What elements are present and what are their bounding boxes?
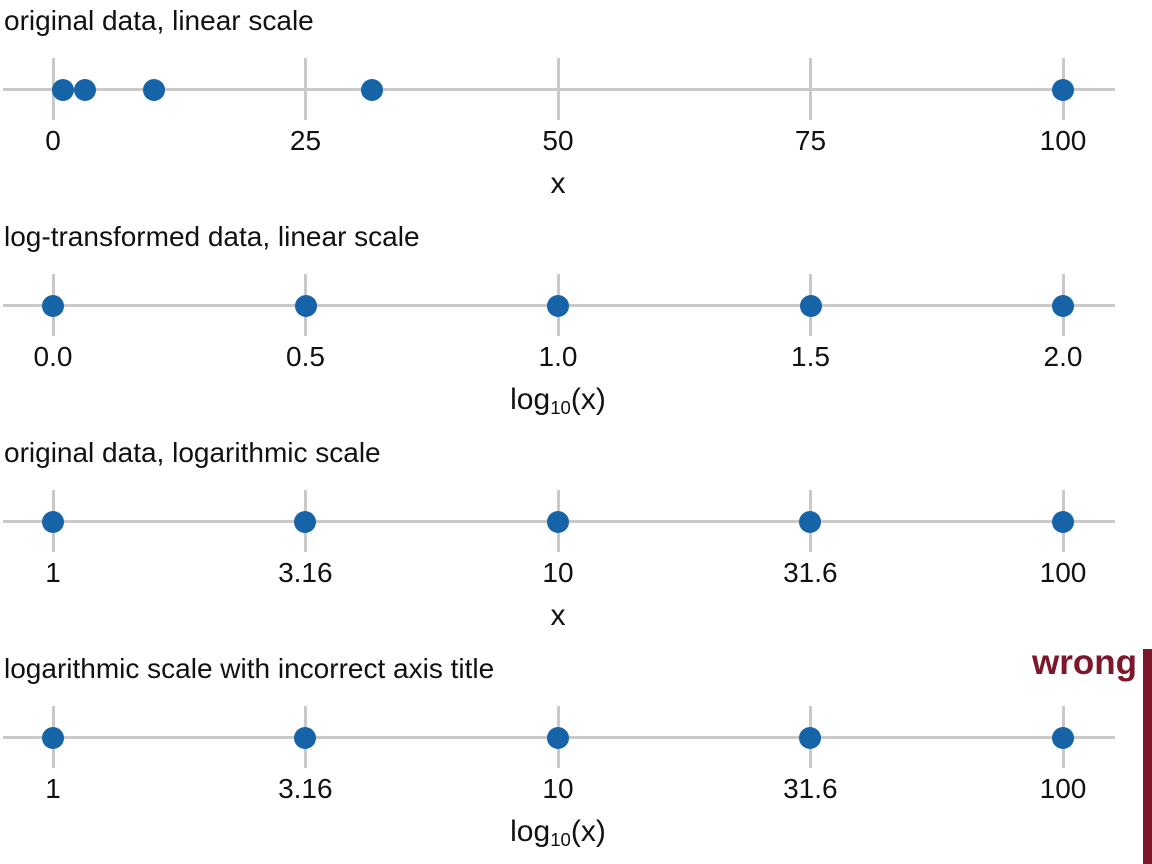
x-axis-title: log10(x) [53,814,1063,852]
data-point [42,295,64,317]
x-axis-title: x [53,166,1063,204]
tick-label: 3.16 [278,557,333,588]
tick-label: 10 [542,773,574,804]
data-point [143,79,165,101]
tick-label: 1 [45,773,61,804]
x-axis-line [3,88,1115,91]
panel-title: original data, logarithmic scale [4,437,381,468]
tick-label: 31.6 [783,773,838,804]
x-axis-title: x [53,598,1063,636]
wrong-marker-bar [1143,649,1152,864]
wrong-annotation-label: wrong [1032,643,1137,682]
axis-title-text: log [510,383,551,416]
data-point [42,727,64,749]
x-axis-title: log10(x) [53,382,1063,420]
tick-label: 0 [45,125,61,156]
axis-layer: 0.0 0.5 1.0 1.5 2.0 [0,216,1152,432]
panel-logtransformed-linear: 0.0 0.5 1.0 1.5 2.0 log-transformed data, li… [0,216,1152,432]
tick-label: 100 [1039,773,1087,804]
data-point [799,727,822,749]
axis-layer: 1 3.16 10 31.6 100 [0,432,1152,648]
tick-label: 2.0 [1043,341,1083,372]
axis-title-text: x [550,599,566,632]
axis-title-text: (x) [570,815,606,848]
axis-title-text: log [510,815,551,848]
tick-label: 0.5 [286,341,325,372]
data-point [361,79,384,101]
axis-layer: 0 25 50 75 100 [0,0,1152,216]
tick-label: 1 [45,557,61,588]
data-point [52,79,75,101]
tick-label: 1.0 [538,341,578,372]
tick-label: 25 [289,125,322,156]
axis-layer: 1 3.16 10 31.6 100 [0,648,1152,864]
data-point [1052,79,1074,101]
panel-original-log: 1 3.16 10 31.6 100 original data, logarithmi… [0,432,1152,648]
panel-original-linear: 0 25 50 75 100 original data, linear scale x [0,0,1152,216]
data-point [799,511,822,533]
panel-title: original data, linear scale [4,5,314,36]
data-point [547,727,569,749]
axis-title-text: x [550,167,566,200]
tick-label: 50 [542,125,574,156]
axis-title-text: (x) [570,383,606,416]
data-point [547,511,569,533]
data-point [1052,727,1074,749]
tick-label: 3.16 [278,773,333,804]
data-point [294,511,317,533]
data-point [42,511,64,533]
tick-label: 75 [794,125,827,156]
data-point [294,727,317,749]
panel-title: log-transformed data, linear scale [4,221,420,252]
data-point [73,79,96,101]
axis-title-subscript: 10 [550,829,571,851]
tick-label: 100 [1039,125,1087,156]
data-point [547,295,569,317]
panel-log-wrong-title: 1 3.16 10 31.6 100 logarithmic scale with in… [0,648,1152,864]
data-point [1052,295,1074,317]
tick-label: 31.6 [783,557,838,588]
tick-label: 10 [542,557,574,588]
data-point [294,295,317,317]
panel-title: logarithmic scale with incorrect axis ti… [4,653,495,684]
data-point [799,295,822,317]
tick-label: 1.5 [791,341,830,372]
tick-label: 0.0 [33,341,73,372]
data-point [1052,511,1074,533]
axis-title-subscript: 10 [550,397,571,419]
tick-label: 100 [1039,557,1087,588]
